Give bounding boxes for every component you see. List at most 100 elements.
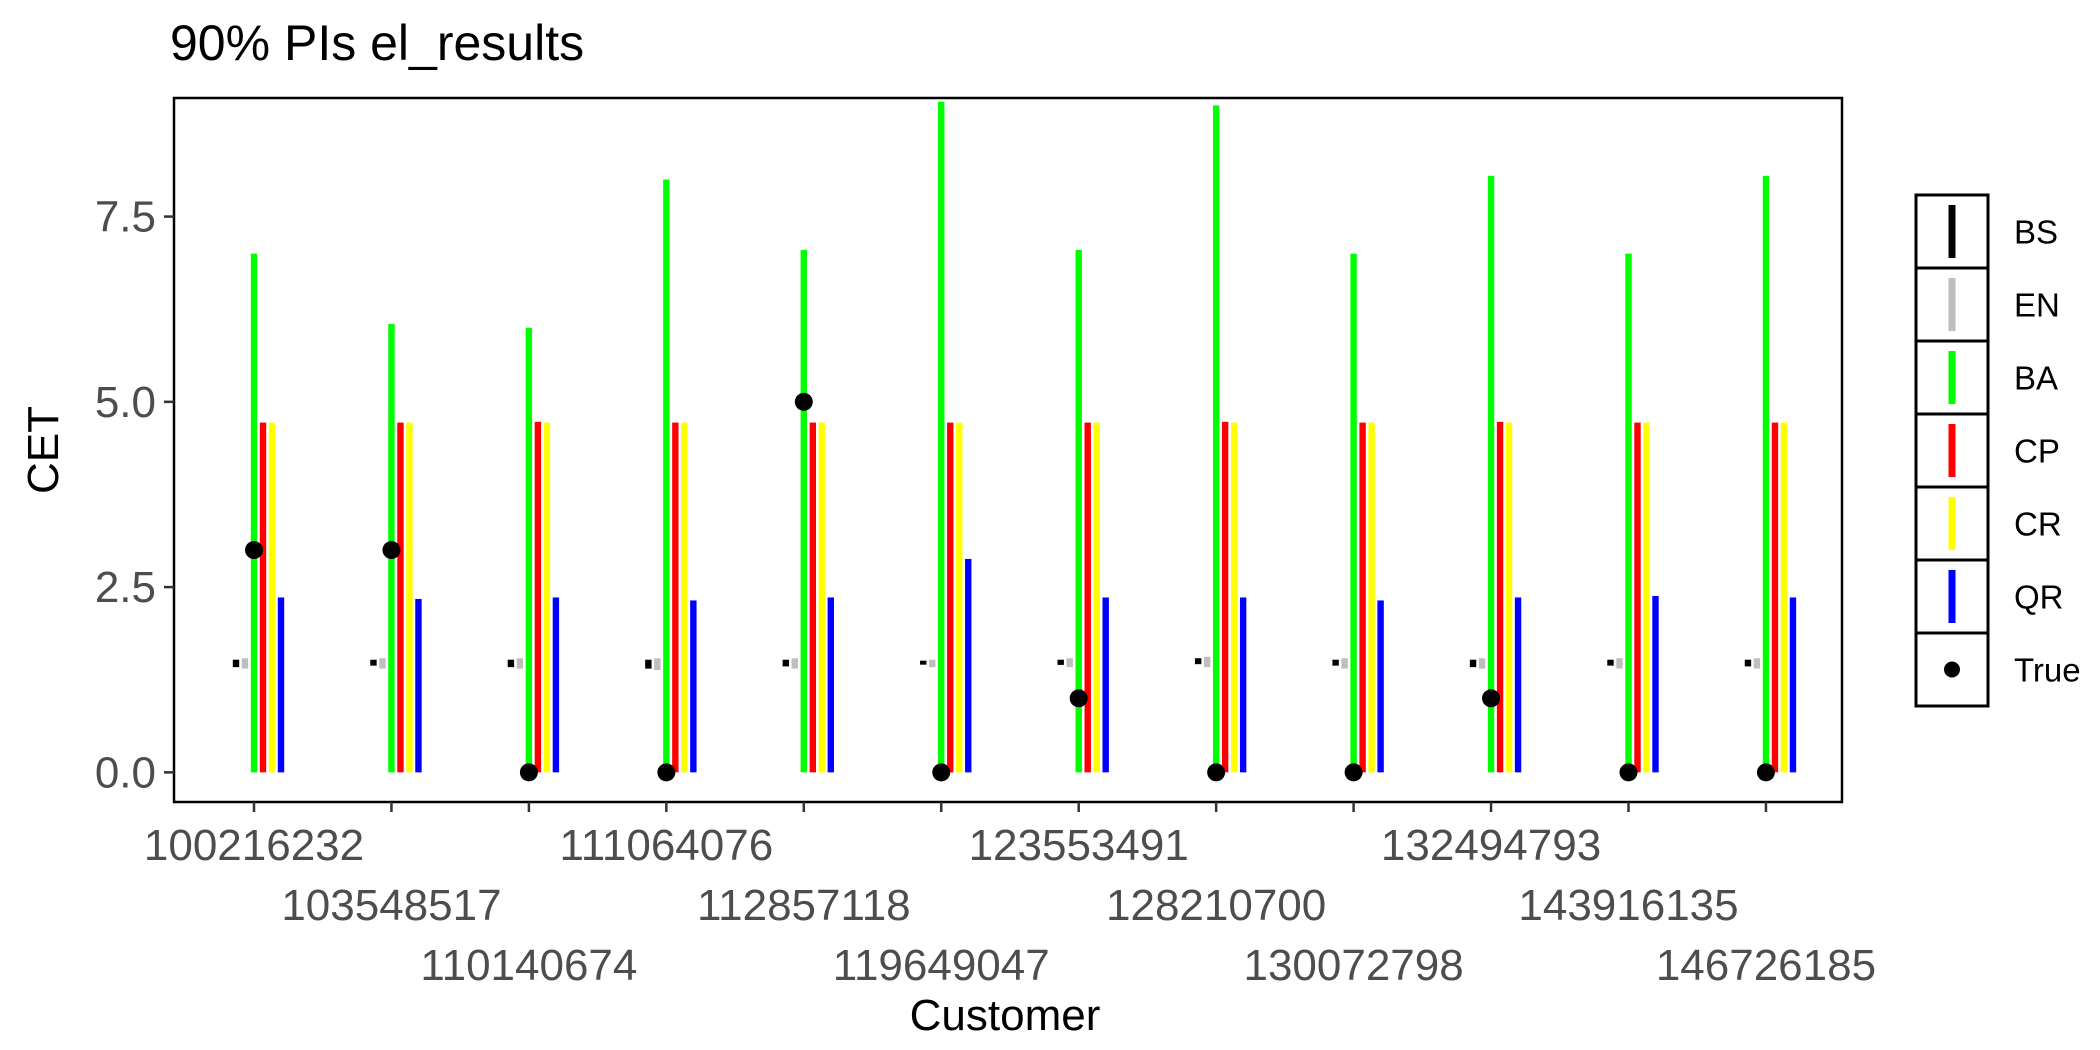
interval-bar-qr xyxy=(1652,595,1659,773)
legend: BS EN BA CP CR QR True xyxy=(1914,193,2081,708)
interval-bar-bs xyxy=(645,659,652,669)
interval-bar-cr xyxy=(1643,422,1650,773)
legend-swatch xyxy=(1948,205,1956,258)
interval-bar-qr xyxy=(1239,597,1247,773)
interval-bar-cp xyxy=(1496,421,1504,773)
true-point xyxy=(1344,763,1363,782)
interval-bar-ba xyxy=(800,249,807,773)
interval-bar-en xyxy=(929,659,936,668)
interval-bar-cp xyxy=(947,422,954,773)
legend-item-bs: BS xyxy=(1914,193,2058,270)
plot-panel-border xyxy=(172,96,1844,804)
legend-swatch xyxy=(1948,570,1956,623)
x-tick-label: 103548517 xyxy=(281,881,501,930)
interval-bar-ba xyxy=(938,101,945,773)
interval-bar-cp xyxy=(1771,422,1779,773)
x-tick-label: 110140674 xyxy=(420,941,637,990)
x-tick-label: 123553491 xyxy=(969,821,1189,870)
legend-swatch xyxy=(1948,424,1956,477)
interval-bar-cp xyxy=(672,422,679,773)
y-tick-label: 5.0 xyxy=(95,378,156,427)
legend-swatch xyxy=(1948,278,1956,331)
series-en xyxy=(241,656,1761,671)
legend-item-ba: BA xyxy=(1914,339,2058,416)
true-point xyxy=(1069,689,1088,708)
chart-title: 90% PIs el_results xyxy=(170,15,584,71)
legend-item-qr: QR xyxy=(1914,558,2064,635)
true-point xyxy=(794,392,813,411)
true-point xyxy=(382,541,401,560)
interval-bar-cr xyxy=(1093,422,1100,773)
y-axis-title: CET xyxy=(19,406,68,494)
interval-bar-en xyxy=(1753,658,1761,669)
y-tick-label: 7.5 xyxy=(95,193,156,242)
true-point xyxy=(932,763,951,782)
interval-bar-en xyxy=(654,658,661,671)
interval-bar-bs xyxy=(1469,659,1477,668)
x-axis-title: Customer xyxy=(910,991,1101,1040)
interval-bar-cp xyxy=(1359,422,1366,773)
x-tick-label: 111064076 xyxy=(559,821,773,870)
legend-label: BS xyxy=(2014,214,2058,251)
y-tick-label: 2.5 xyxy=(95,563,156,612)
plot-area: 0.0 2.5 5.0 7.5 100216232 103548517 110140674 1… xyxy=(95,96,1876,990)
interval-bar-bs xyxy=(1057,659,1064,665)
legend-swatch xyxy=(1948,497,1956,550)
interval-bar-en xyxy=(1616,658,1623,669)
interval-bar-cr xyxy=(956,422,963,773)
interval-bar-bs xyxy=(370,659,377,666)
x-tick-label: 130072798 xyxy=(1243,941,1463,990)
interval-bar-cr xyxy=(818,422,825,773)
interval-bar-ba xyxy=(1075,249,1082,773)
legend-swatch xyxy=(1948,351,1956,404)
interval-bar-cr xyxy=(406,422,413,773)
x-tick-label: 128210700 xyxy=(1106,881,1326,930)
series-cp xyxy=(259,421,1779,773)
interval-bar-ba xyxy=(1212,105,1220,773)
x-tick-label: 119649047 xyxy=(833,941,1050,990)
interval-bar-cr xyxy=(1230,422,1238,773)
interval-bar-cr xyxy=(1368,422,1375,773)
interval-bar-qr xyxy=(277,597,285,773)
series-qr xyxy=(277,558,1797,773)
interval-bar-cp xyxy=(809,422,816,773)
interval-bar-ba xyxy=(663,179,670,773)
true-point xyxy=(245,541,263,560)
interval-bar-en xyxy=(1203,656,1211,668)
interval-bar-ba xyxy=(1762,175,1770,773)
series-true xyxy=(245,392,1775,782)
interval-bar-qr xyxy=(690,600,697,773)
interval-bar-qr xyxy=(965,558,972,773)
true-point xyxy=(1619,763,1638,782)
interval-bar-cp xyxy=(1221,421,1229,773)
interval-bar-qr xyxy=(1102,597,1109,773)
x-tick-label: 146726185 xyxy=(1656,941,1876,990)
legend-label: BA xyxy=(2014,360,2058,397)
interval-bar-cp xyxy=(259,422,267,773)
interval-bar-cr xyxy=(1505,422,1513,773)
interval-bar-bs xyxy=(920,660,927,665)
interval-bar-en xyxy=(1066,658,1073,668)
x-tick-label: 112857118 xyxy=(697,881,911,930)
interval-bar-qr xyxy=(415,598,422,773)
interval-bar-bs xyxy=(232,659,240,668)
interval-bar-cr xyxy=(1780,422,1788,773)
legend-item-cp: CP xyxy=(1914,412,2060,489)
interval-bar-en xyxy=(1341,658,1348,669)
interval-bar-bs xyxy=(1744,659,1752,667)
y-tick-label: 0.0 xyxy=(95,748,156,797)
interval-bar-en xyxy=(516,658,524,669)
interval-bar-bs xyxy=(1194,658,1202,665)
true-point xyxy=(1482,689,1501,708)
interval-bar-bs xyxy=(507,659,515,668)
interval-bar-en xyxy=(1478,658,1486,669)
legend-label: True xyxy=(2014,652,2081,689)
interval-bar-qr xyxy=(552,597,560,773)
true-point xyxy=(519,763,538,782)
interval-bar-cr xyxy=(681,422,688,773)
interval-bar-ba xyxy=(1350,253,1357,773)
legend-swatch xyxy=(1944,661,1960,678)
x-tick-label: 143916135 xyxy=(1518,881,1738,930)
